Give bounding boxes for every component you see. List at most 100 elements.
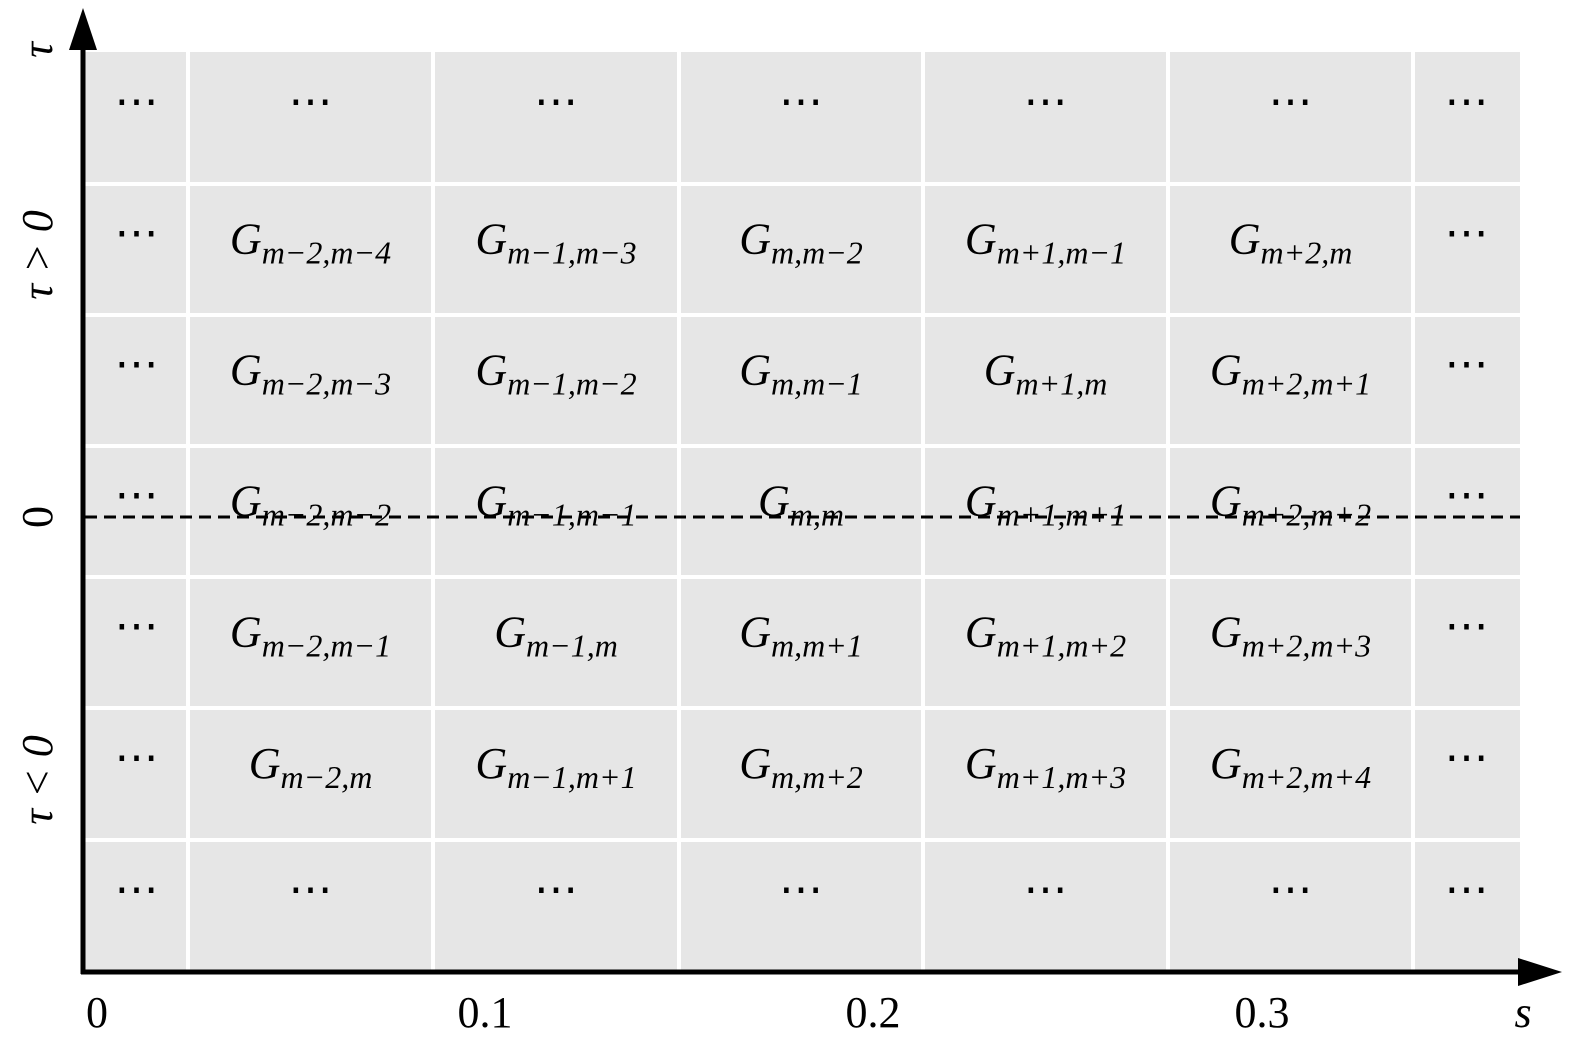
ellipsis: ⋯ [779,865,823,914]
subscript: m,m−2 [771,235,863,271]
cell-label: Gm−2,m−1 [230,608,391,664]
subscript: m+2,m+2 [1242,497,1371,533]
symbol: G [230,215,262,264]
symbol: G [475,739,507,788]
subscript: m−2,m−2 [262,497,391,533]
ellipsis: ⋯ [115,733,159,782]
symbol: G [1210,346,1242,395]
symbol: G [475,215,507,264]
subscript: m+1,m+1 [997,497,1126,533]
ellipsis: ⋯ [1445,865,1489,914]
y-label: 0 [13,506,62,528]
cell-label: Gm−2,m−4 [230,215,391,271]
ellipsis: ⋯ [1445,77,1489,126]
cell-label: Gm−2,m−2 [230,477,391,533]
subscript: m+1,m+3 [997,759,1126,795]
subscript: m−1,m−2 [507,366,636,402]
cell-label: Gm−1,m+1 [475,739,636,795]
subscript: m+2,m+3 [1242,628,1371,664]
ellipsis: ⋯ [534,77,578,126]
cell-label: Gm−1,m−2 [475,346,636,402]
ellipsis: ⋯ [779,77,823,126]
cell-label: Gm+2,m+4 [1210,739,1371,795]
subscript: m+2,m+1 [1242,366,1371,402]
ellipsis: ⋯ [115,602,159,651]
ellipsis: ⋯ [115,209,159,258]
symbol: G [249,739,281,788]
y-label: τ [13,40,62,58]
symbol: G [739,739,771,788]
symbol: G [739,608,771,657]
symbol: G [230,608,262,657]
cell-label: Gm−1,m−3 [475,215,636,271]
ellipsis: ⋯ [1024,865,1068,914]
symbol: G [1210,608,1242,657]
subscript: m+1,m [1015,366,1107,402]
symbol: G [475,346,507,395]
cell-label: Gm−1,m [494,608,618,664]
ellipsis: ⋯ [1445,209,1489,258]
cell-label: Gm+1,m+1 [965,477,1126,533]
cell-label: Gm−2,m [249,739,373,795]
ellipsis: ⋯ [1445,602,1489,651]
cell-label: Gm−1,m−1 [475,477,636,533]
y-label: τ > 0 [13,210,62,299]
cell-label: Gm+1,m−1 [965,215,1126,271]
y-arrow [69,8,97,50]
cell-label: Gm+2,m+3 [1210,608,1371,664]
x-label: 0.2 [846,988,901,1037]
symbol: G [739,346,771,395]
ellipsis: ⋯ [115,77,159,126]
symbol: G [965,739,997,788]
cell-label: Gm,m−2 [739,215,863,271]
ellipsis: ⋯ [1269,77,1313,126]
ellipsis: ⋯ [1445,733,1489,782]
subscript: m−1,m [526,628,618,664]
cell-label: Gm,m+2 [739,739,863,795]
symbol: G [965,215,997,264]
grid: ⋯ ⋯ ⋯ ⋯ ⋯ ⋯ ⋯⋯ Gm−2,m−4 Gm−1,m−3 Gm,m−2 Gm+1,m−1 Gm… [85,52,1520,972]
ellipsis: ⋯ [289,865,333,914]
cell-label: Gm,m−1 [739,346,863,402]
cell-label: Gm+1,m+3 [965,739,1126,795]
subscript: m+1,m−1 [997,235,1126,271]
cell-label: Gm,m+1 [739,608,863,664]
ellipsis: ⋯ [1445,471,1489,520]
symbol: G [494,608,526,657]
cell-label: Gm+1,m [984,346,1108,402]
subscript: m−2,m−4 [262,235,391,271]
subscript: m−1,m+1 [507,759,636,795]
cell-label: Gm+1,m+2 [965,608,1126,664]
ellipsis: ⋯ [115,471,159,520]
y-label: τ < 0 [13,735,62,824]
subscript: m+2,m [1260,235,1352,271]
axis-labels: τ τ > 0 0 τ < 0 0 0.1 0.2 0.3 s [13,40,1532,1037]
x-arrow [1518,958,1562,986]
ellipsis: ⋯ [534,865,578,914]
ellipsis: ⋯ [115,340,159,389]
ellipsis: ⋯ [1445,340,1489,389]
subscript: m,m [790,497,844,533]
subscript: m−1,m−1 [507,497,636,533]
symbol: G [984,346,1016,395]
symbol: G [1229,215,1261,264]
subscript: m+1,m+2 [997,628,1126,664]
symbol: G [230,346,262,395]
x-label: 0.3 [1235,988,1290,1037]
cell-label: Gm+2,m [1229,215,1353,271]
subscript: m,m+2 [771,759,863,795]
symbol: G [965,608,997,657]
ellipsis: ⋯ [1269,865,1313,914]
x-label: 0.1 [458,988,513,1037]
subscript: m,m−1 [771,366,863,402]
cell-label: Gm−2,m−3 [230,346,391,402]
ellipsis: ⋯ [115,865,159,914]
symbol: G [1210,739,1242,788]
grid-background [85,52,1520,972]
ellipsis: ⋯ [289,77,333,126]
subscript: m+2,m+4 [1242,759,1371,795]
x-title: s [1514,988,1531,1037]
cell-label: Gm+2,m+1 [1210,346,1371,402]
x-label: 0 [86,988,108,1037]
